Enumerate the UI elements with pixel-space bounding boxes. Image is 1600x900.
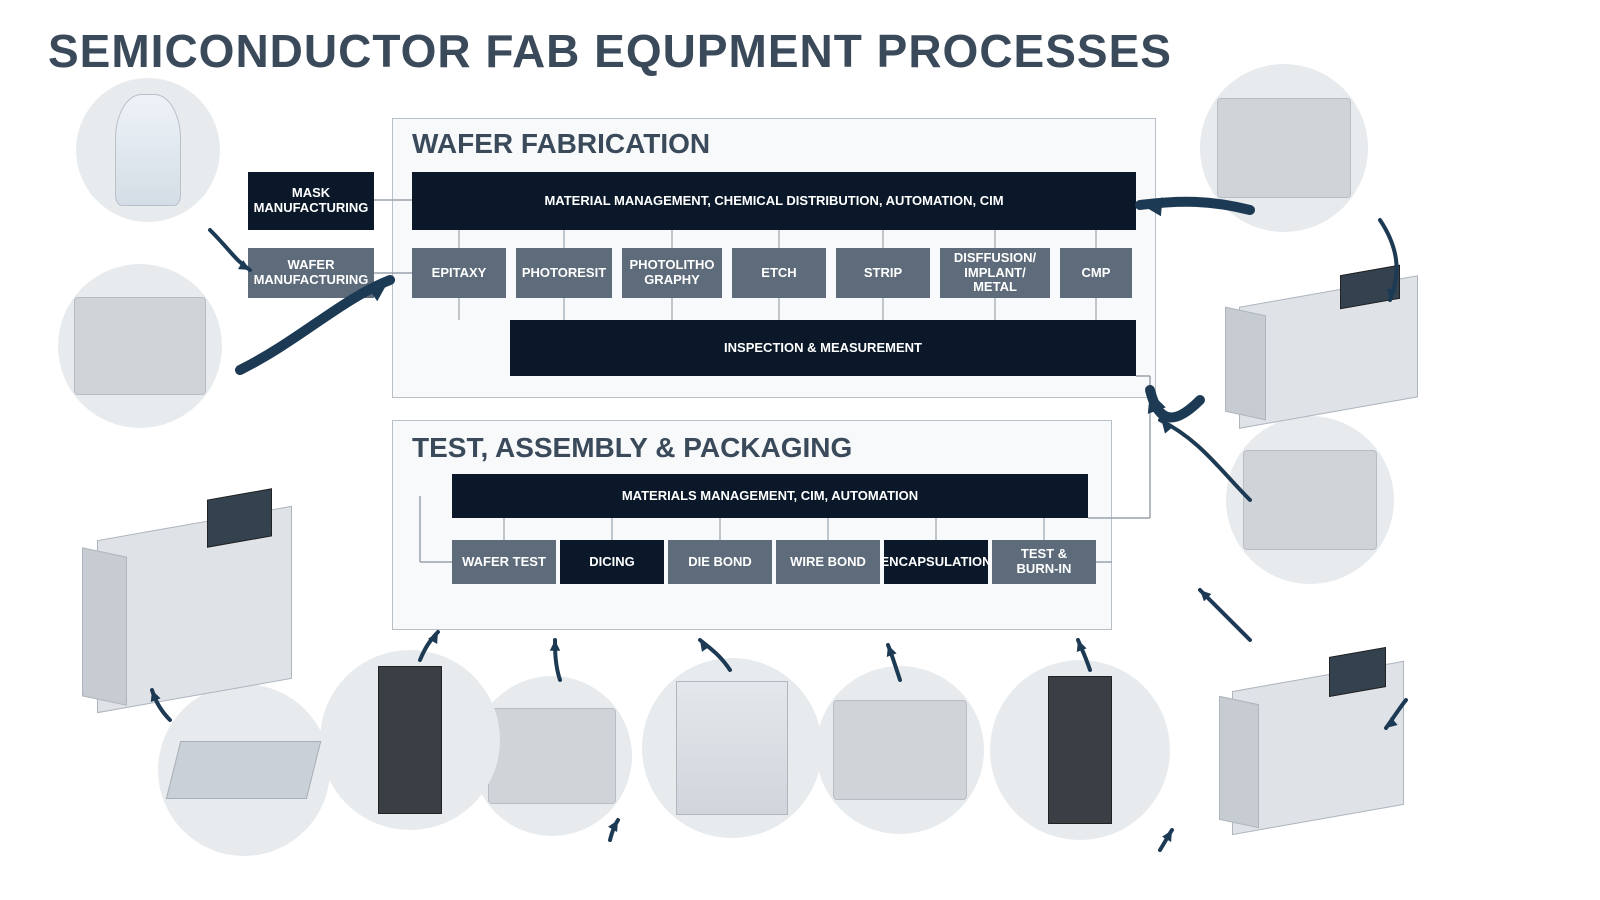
module-icon — [488, 708, 616, 804]
fab-tool-right — [1210, 640, 1430, 840]
inspect-tool — [1216, 260, 1446, 430]
workstation-circle — [642, 658, 822, 838]
server-rack-icon — [1048, 676, 1113, 824]
a-small-2 — [1160, 830, 1172, 850]
pkg-step-3: WIRE BOND — [776, 540, 880, 584]
wafer-step-0: EPITAXY — [412, 248, 506, 298]
pkg-step-5: TEST & BURN-IN — [992, 540, 1096, 584]
a-inspect-up — [1150, 390, 1200, 418]
tower-circle — [320, 650, 500, 830]
wafer-fab-title: WAFER FABRICATION — [412, 128, 710, 160]
pkg-step-4: ENCAPSULATION — [884, 540, 988, 584]
wafer-step-2: PHOTOLITHO GRAPHY — [622, 248, 722, 298]
metal-psu-circle — [1226, 416, 1394, 584]
pcb-card-icon — [166, 741, 322, 799]
left-box-1: WAFER MANUFACTURING — [248, 248, 374, 298]
page-title: SEMICONDUCTOR FAB EQUPMENT PROCESSES — [48, 24, 1172, 78]
fab-tool-left — [72, 480, 322, 720]
inspection-bar: INSPECTION & MEASUREMENT — [510, 320, 1136, 376]
wafer-step-5: DISFFUSION/ IMPLANT/ METAL — [940, 248, 1050, 298]
material-mgmt-banner: MATERIAL MANAGEMENT, CHEMICAL DISTRIBUTI… — [412, 172, 1136, 230]
a-module-up — [555, 640, 560, 680]
materials-mgmt-banner-2: MATERIALS MANAGEMENT, CIM, AUTOMATION — [452, 474, 1088, 518]
workstation-icon — [676, 681, 788, 814]
tower-icon — [378, 666, 443, 814]
wafer-step-1: PHOTORESIT — [516, 248, 612, 298]
server-rack-circle — [990, 660, 1170, 840]
a-worker-to-wafer — [210, 230, 250, 270]
cleanroom-worker-icon — [115, 94, 181, 206]
industrial-pc-icon — [833, 700, 967, 801]
rack-unit-icon — [74, 297, 205, 395]
a-small-1 — [610, 820, 618, 840]
industrial-pc-circle — [816, 666, 984, 834]
power-supply-circle — [1200, 64, 1368, 232]
diagram-canvas: SEMICONDUCTOR FAB EQUPMENT PROCESSES WAF… — [0, 0, 1600, 900]
wafer-step-4: STRIP — [836, 248, 930, 298]
a-right-tool-up — [1200, 590, 1250, 640]
metal-psu-icon — [1243, 450, 1377, 551]
cleanroom-worker-circle — [76, 78, 220, 222]
pkg-step-1: DICING — [560, 540, 664, 584]
rack-unit-circle — [58, 264, 222, 428]
pkg-step-2: DIE BOND — [668, 540, 772, 584]
left-box-0: MASK MANUFACTURING — [248, 172, 374, 230]
wafer-step-6: CMP — [1060, 248, 1132, 298]
test-assembly-title: TEST, ASSEMBLY & PACKAGING — [412, 432, 852, 464]
power-supply-icon — [1217, 98, 1351, 199]
pkg-step-0: WAFER TEST — [452, 540, 556, 584]
wafer-step-3: ETCH — [732, 248, 826, 298]
